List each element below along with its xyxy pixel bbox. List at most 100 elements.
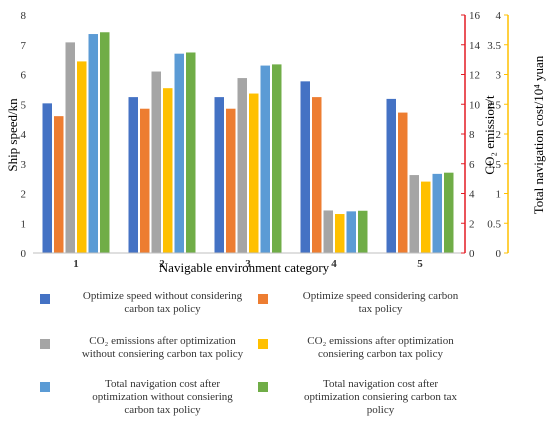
bar-series5-cat3: [260, 65, 270, 253]
bar-series5-cat2: [174, 53, 184, 253]
right-y-tick-label-cost: 4: [496, 10, 502, 22]
bar-series6-cat4: [358, 210, 368, 253]
legend-label-line: optimization without consiering: [92, 391, 233, 403]
legend-label-line: tax policy: [358, 303, 403, 315]
right-y-tick-label-co2: 8: [469, 129, 475, 141]
legend-label-line: Total navigation cost after: [323, 378, 438, 390]
left-y-tick-label: 1: [21, 218, 27, 230]
bar-series1-cat2: [128, 97, 138, 253]
bar-series2-cat3: [226, 108, 236, 254]
axes-layer: 1 2 3 4 5012345678024681012141600.511.522.53…: [21, 10, 509, 270]
x-tick-label: 4: [331, 258, 337, 270]
legend-label: CO₂ emissions after optimization consieri…: [278, 335, 483, 361]
bar-series1-cat4: [300, 81, 310, 253]
right-y-tick-label-co2: 16: [469, 10, 481, 22]
right-y-tick-label-co2: 14: [469, 40, 481, 52]
right-y-tick-label-cost: 2: [496, 129, 502, 141]
legend-label: Optimize speed considering carbon tax pol…: [278, 290, 483, 316]
legend-label: Total navigation cost after optimization …: [278, 378, 483, 417]
right-y-tick-label-co2: 4: [469, 189, 475, 201]
right-y-tick-label-cost: 3.5: [487, 40, 501, 52]
bar-series2-cat2: [140, 108, 150, 254]
legend-swatch: [40, 382, 50, 392]
legend-item: Optimize speed considering carbon tax pol…: [258, 290, 483, 316]
bar-series5-cat4: [346, 211, 356, 253]
legend-label-line: optimization consiering carbon tax: [303, 391, 458, 403]
left-y-tick-label: 2: [21, 189, 27, 201]
x-tick-label: 3: [245, 258, 251, 270]
right-y-tick-label-cost: 3: [496, 70, 502, 82]
legend-label-line: consiering carbon tax policy: [318, 348, 443, 360]
legend-swatch: [258, 339, 268, 349]
bar-series3-cat3: [237, 78, 247, 253]
bar-series3-cat4: [323, 210, 333, 253]
bar-series5-cat5: [432, 173, 442, 253]
right-y-tick-label-co2: 10: [469, 99, 481, 111]
bar-series4-cat3: [249, 93, 259, 253]
right-y-axis-title-co2: CO₂ emission/t: [482, 95, 497, 175]
bar-series3-cat2: [151, 71, 161, 254]
legend-label-line: carbon tax policy: [124, 404, 201, 416]
bar-series4-cat5: [421, 181, 431, 253]
legend-label-line: without consiering carbon tax policy: [81, 348, 244, 360]
bar-series6-cat3: [272, 64, 282, 253]
right-y-tick-label-cost: 0: [496, 248, 502, 260]
legend-label: Optimize speed without considering carbon…: [60, 290, 265, 316]
legend-swatch: [258, 294, 268, 304]
legend-label: CO₂ emissions after optimization without …: [60, 335, 265, 361]
bar-series4-cat1: [77, 61, 87, 253]
legend-item: Total navigation cost after optimization …: [258, 378, 483, 417]
left-y-tick-label: 5: [21, 99, 27, 111]
right-y-tick-label-cost: 2.5: [487, 99, 501, 111]
left-y-tick-label: 8: [21, 10, 27, 22]
legend-label-line: policy: [366, 404, 395, 416]
right-y-tick-label-co2: 0: [469, 248, 475, 260]
legend-label-line: Optimize speed without considering: [82, 290, 243, 302]
right-y-tick-label-co2: 12: [469, 70, 480, 82]
bar-series3-cat1: [65, 42, 75, 254]
legend-label-line: Total navigation cost after: [105, 378, 220, 390]
left-y-axis-title: Ship speed/kn: [5, 98, 20, 172]
x-tick-label: 5: [417, 258, 423, 270]
left-y-tick-label: 3: [21, 159, 27, 171]
bar-series1-cat1: [42, 103, 52, 253]
right-y-axis-title-cost: Total navigation cost/10⁴ yuan: [531, 55, 546, 214]
bar-series4-cat4: [335, 214, 345, 253]
legend-item: CO₂ emissions after optimization without …: [40, 335, 265, 361]
bars-layer: [42, 32, 454, 254]
bar-series6-cat2: [186, 52, 196, 253]
legend-label: Total navigation cost after optimization …: [60, 378, 265, 417]
x-axis-title: Navigable environment category: [159, 260, 330, 275]
legend-label-line: carbon tax policy: [124, 303, 201, 315]
x-tick-label: 1: [73, 258, 79, 270]
right-y-tick-label-cost: 1.5: [487, 159, 501, 171]
right-y-tick-label-cost: 0.5: [487, 218, 501, 230]
legend-item: Total navigation cost after optimization …: [40, 378, 265, 417]
legend-label-line: CO₂ emissions after optimization: [307, 335, 454, 347]
left-y-tick-label: 4: [21, 129, 27, 141]
right-y-tick-label-co2: 2: [469, 218, 475, 230]
right-y-tick-label-cost: 1: [496, 189, 502, 201]
bar-series5-cat1: [88, 34, 98, 253]
legend-swatch: [40, 294, 50, 304]
legend-item: CO₂ emissions after optimization consieri…: [258, 335, 483, 361]
bar-series2-cat4: [312, 97, 322, 253]
left-y-tick-label: 7: [21, 40, 27, 52]
bar-series2-cat5: [398, 112, 408, 253]
bar-series6-cat1: [100, 32, 110, 253]
bar-series3-cat5: [409, 175, 419, 253]
legend-swatch: [40, 339, 50, 349]
legend-swatch: [258, 382, 268, 392]
bar-series4-cat2: [163, 88, 173, 253]
legend-label-line: Optimize speed considering carbon: [302, 290, 459, 302]
right-y-tick-label-co2: 6: [469, 159, 475, 171]
legend-label-line: CO₂ emissions after optimization: [89, 335, 236, 347]
legend-item: Optimize speed without considering carbon…: [40, 290, 265, 316]
bar-series1-cat3: [214, 97, 224, 253]
bar-series1-cat5: [386, 98, 396, 254]
bar-series6-cat5: [444, 172, 454, 253]
x-tick-label: 2: [159, 258, 165, 270]
left-y-tick-label: 6: [21, 70, 27, 82]
bar-series2-cat1: [54, 116, 64, 254]
